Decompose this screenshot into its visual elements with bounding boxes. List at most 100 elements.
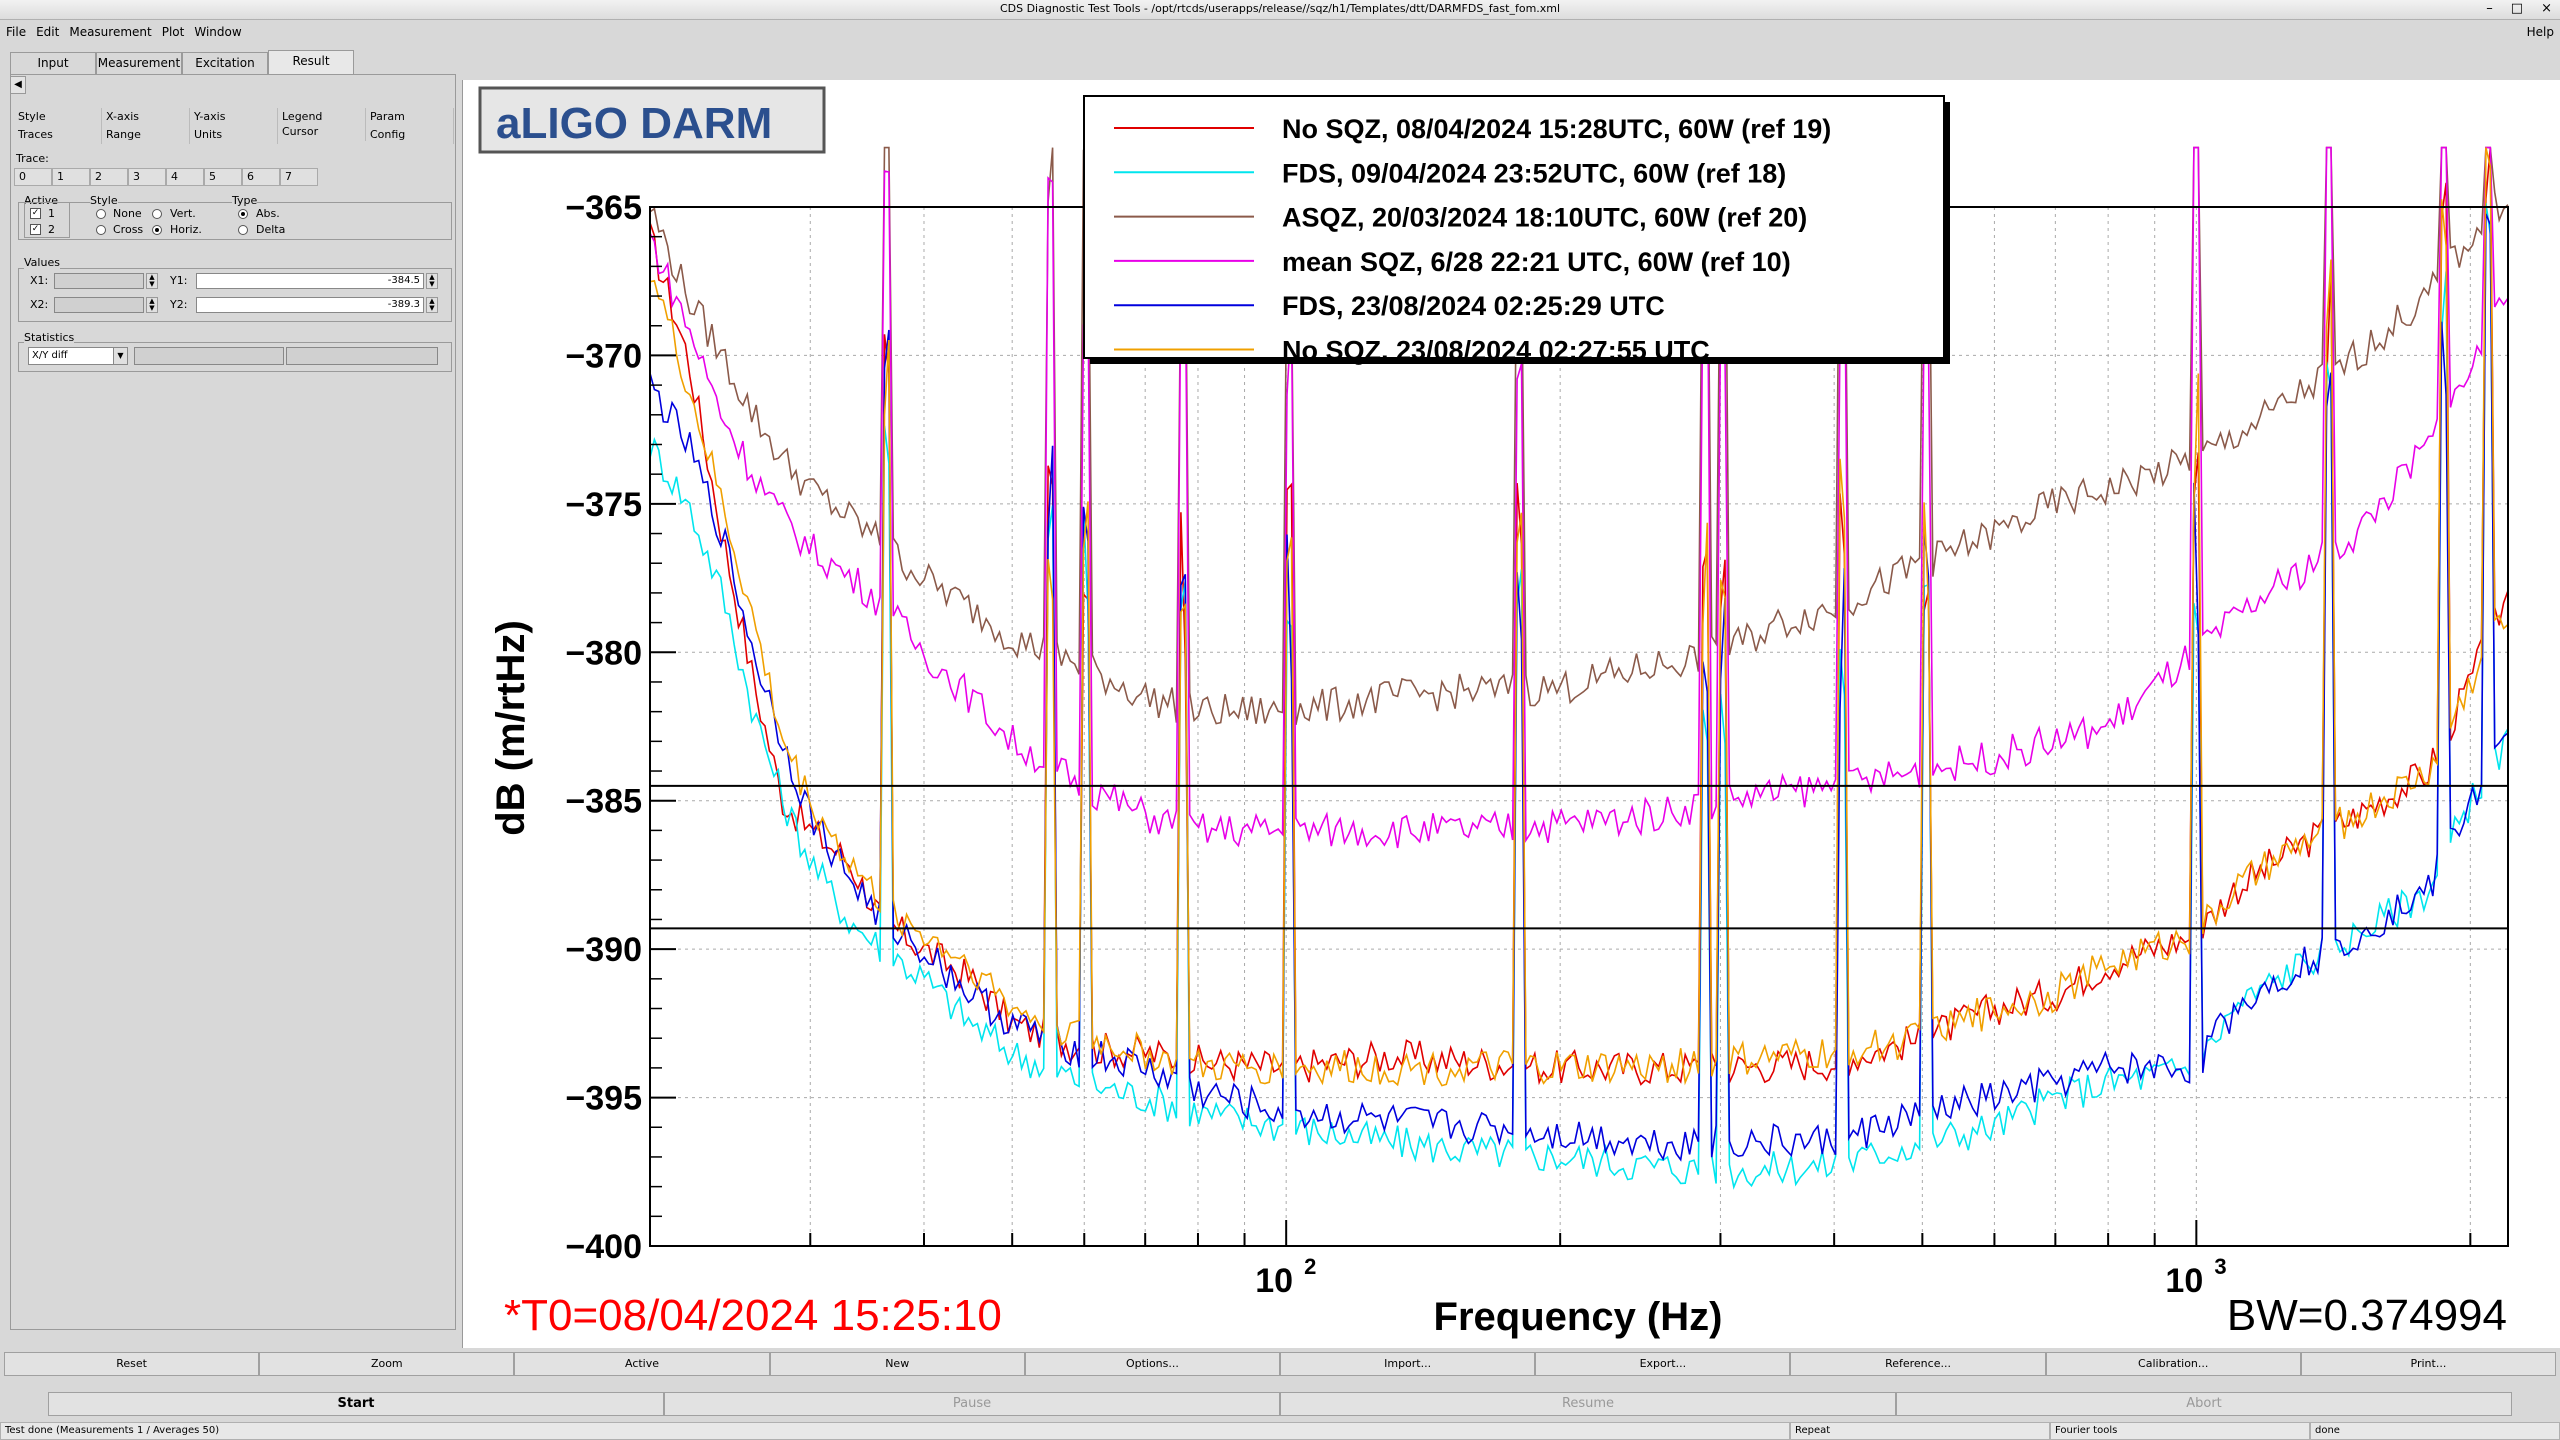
x1-field[interactable]	[54, 273, 144, 289]
x1-stepper[interactable]: ▲ ▼	[146, 273, 158, 289]
x2-label: X2:	[30, 298, 49, 311]
x2-stepper[interactable]: ▲ ▼	[146, 297, 158, 313]
tab-legend[interactable]: Legend	[278, 108, 366, 126]
statistics-group	[18, 342, 452, 372]
tab-measurement[interactable]: Measurement	[96, 52, 182, 74]
import-button[interactable]: Import...	[1280, 1352, 1536, 1376]
reference-button[interactable]: Reference...	[1790, 1352, 2046, 1376]
y2-stepper[interactable]: ▲ ▼	[426, 297, 438, 313]
x-tick-exponent: 2	[1304, 1254, 1316, 1279]
options-button[interactable]: Options...	[1024, 1352, 1281, 1376]
active-label: Active	[24, 194, 59, 207]
minimize-icon[interactable]: –	[2486, 1, 2493, 16]
type-radio-abs[interactable]	[238, 209, 248, 219]
reset-button[interactable]: Reset	[4, 1352, 260, 1376]
chevron-down-icon: ▼	[113, 348, 127, 364]
pause-button[interactable]: Pause	[664, 1392, 1280, 1416]
x2-field[interactable]	[54, 297, 144, 313]
trace-button-4[interactable]: 4	[166, 168, 204, 186]
legend-label-2: ASQZ, 20/03/2024 18:10UTC, 60W (ref 20)	[1282, 203, 1807, 233]
statistics-result-1	[134, 347, 284, 365]
x-tick-label: 10	[1255, 1262, 1293, 1300]
active-1-label: 1	[48, 207, 55, 220]
active-2-label: 2	[48, 223, 55, 236]
y1-stepper[interactable]: ▲ ▼	[426, 273, 438, 289]
series-line-3	[649, 146, 2509, 849]
resume-button[interactable]: Resume	[1280, 1392, 1896, 1416]
tab-range[interactable]: Range	[102, 126, 190, 144]
style-radio-horiz[interactable]	[152, 225, 162, 235]
menu-help[interactable]: Help	[2526, 25, 2554, 39]
tab-units[interactable]: Units	[190, 126, 278, 144]
legend-box	[1083, 95, 1945, 359]
status-tool: Fourier tools	[2050, 1422, 2310, 1440]
zoom-button[interactable]: Zoom	[259, 1352, 515, 1376]
y2-label: Y2:	[170, 298, 188, 311]
legend-label-3: mean SQZ, 6/28 22:21 UTC, 60W (ref 10)	[1282, 247, 1791, 277]
options-panel	[10, 74, 456, 1330]
y-tick-label: −370	[565, 337, 642, 375]
menu-file[interactable]: File	[6, 25, 27, 39]
series-line-4	[649, 213, 2509, 1162]
style-radio-cross[interactable]	[96, 225, 106, 235]
y1-label: Y1:	[170, 274, 188, 287]
trace-button-2[interactable]: 2	[90, 168, 128, 186]
start-button[interactable]: Start	[48, 1392, 664, 1416]
x-tick-exponent: 3	[2214, 1254, 2226, 1279]
menu-measurement[interactable]: Measurement	[69, 25, 152, 39]
trace-button-3[interactable]: 3	[128, 168, 166, 186]
active-checkbox-1[interactable]: ✓	[30, 208, 41, 219]
tab-style[interactable]: Style	[14, 108, 102, 126]
plot-series	[649, 146, 2509, 1190]
trace-button-5[interactable]: 5	[204, 168, 242, 186]
x-tick-label: 10	[2165, 1262, 2203, 1300]
status-bar: Test done (Measurements 1 / Averages 50)…	[0, 1422, 2560, 1440]
menu-bar: File Edit Measurement Plot Window Help	[0, 22, 2560, 42]
style-label: Style	[90, 194, 118, 207]
trace-button-0[interactable]: 0	[14, 168, 52, 186]
tab-input[interactable]: Input	[10, 52, 96, 74]
new-button[interactable]: New	[769, 1352, 1025, 1376]
export-button[interactable]: Export...	[1535, 1352, 1791, 1376]
calibration-button[interactable]: Calibration...	[2045, 1352, 2301, 1376]
print-button[interactable]: Print...	[2300, 1352, 2557, 1376]
y1-field[interactable]: -384.5	[196, 273, 424, 289]
tab-x-axis[interactable]: X-axis	[102, 108, 190, 126]
series-line-5	[649, 147, 2509, 1087]
close-icon[interactable]: ×	[2541, 1, 2552, 16]
status-state: done	[2310, 1422, 2560, 1440]
maximize-icon[interactable]: □	[2510, 1, 2524, 16]
style-radio-none[interactable]	[96, 209, 106, 219]
active-checkbox-2[interactable]: ✓	[30, 224, 41, 235]
plot-legend[interactable]: No SQZ, 08/04/2024 15:28UTC, 60W (ref 19…	[1083, 95, 1950, 366]
tab-y-axis[interactable]: Y-axis	[190, 108, 278, 126]
tab-excitation[interactable]: Excitation	[182, 52, 268, 74]
menu-window[interactable]: Window	[194, 25, 242, 39]
plot-frame	[462, 80, 2560, 1348]
abort-button[interactable]: Abort	[1896, 1392, 2512, 1416]
trace-button-6[interactable]: 6	[242, 168, 280, 186]
legend-label-5: No SQZ, 23/08/2024 02:27:55 UTC	[1282, 336, 1710, 366]
menu-plot[interactable]: Plot	[161, 25, 185, 39]
y2-field[interactable]: -389.3	[196, 297, 424, 313]
tab-config[interactable]: Config	[366, 126, 454, 144]
trace-button-1[interactable]: 1	[52, 168, 90, 186]
tab-param[interactable]: Param	[366, 108, 454, 126]
type-delta-label: Delta	[256, 223, 286, 236]
bw-annotation: BW=0.374994	[2227, 1291, 2507, 1340]
statistics-select[interactable]: X/Y diff ▼	[28, 347, 128, 365]
type-radio-delta[interactable]	[238, 225, 248, 235]
style-radio-vert[interactable]	[152, 209, 162, 219]
active-button[interactable]: Active	[514, 1352, 770, 1376]
tab-cursor[interactable]: Cursor	[278, 123, 366, 141]
tab-result[interactable]: Result	[268, 50, 354, 74]
collapse-arrow-icon[interactable]: ◀	[10, 76, 26, 94]
y-tick-label: −375	[565, 486, 642, 524]
trace-button-7[interactable]: 7	[280, 168, 318, 186]
tab-traces[interactable]: Traces	[14, 126, 102, 144]
style-none-label: None	[113, 207, 142, 220]
plot-title: aLIGO DARM	[496, 99, 772, 148]
darm-plot[interactable]: −365 −370 −375 −380 −385 −390 −395 −400 10 2 10 3 N…	[462, 80, 2560, 1348]
menu-edit[interactable]: Edit	[36, 25, 60, 39]
